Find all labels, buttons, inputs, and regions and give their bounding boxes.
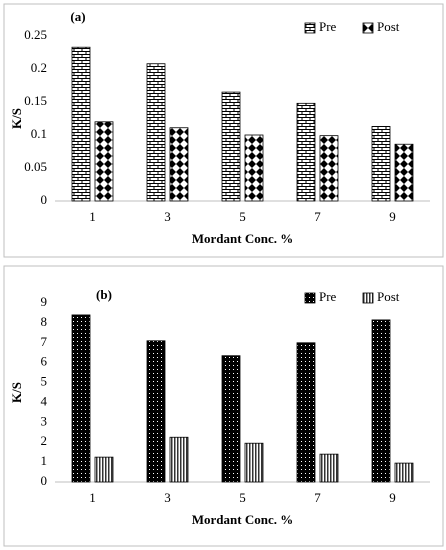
y-axis-label: K/S (9, 108, 24, 129)
y-tick-label: 5 (41, 374, 48, 389)
bar (146, 340, 166, 483)
legend-swatch (362, 22, 374, 34)
bar (94, 121, 114, 202)
bar (244, 134, 264, 202)
bar (394, 143, 414, 202)
y-tick-label: 8 (41, 314, 48, 329)
legend-swatch (362, 292, 374, 304)
x-tick-label: 5 (239, 209, 246, 224)
bar (319, 135, 339, 202)
bar (371, 319, 391, 483)
y-tick-label: 0.05 (24, 159, 47, 174)
bar (371, 126, 391, 202)
y-tick-label: 7 (41, 334, 48, 349)
x-axis-label: Mordant Conc. % (192, 512, 293, 527)
bar (394, 462, 414, 483)
x-tick-label: 9 (389, 209, 396, 224)
x-tick-label: 1 (89, 209, 96, 224)
bar (221, 91, 241, 202)
bar (71, 46, 91, 202)
y-tick-label: 4 (41, 393, 48, 408)
bar (146, 63, 166, 202)
y-tick-label: 0 (41, 192, 48, 207)
legend-swatch (304, 22, 316, 34)
chart-title: (a) (70, 9, 85, 24)
bar (94, 456, 114, 483)
bar (319, 453, 339, 483)
x-axis-label: Mordant Conc. % (192, 231, 293, 246)
y-tick-label: 0.1 (31, 126, 47, 141)
x-tick-label: 7 (314, 209, 321, 224)
y-tick-label: 3 (41, 413, 48, 428)
y-tick-label: 1 (41, 453, 48, 468)
x-tick-label: 9 (389, 490, 396, 505)
bar (221, 355, 241, 483)
x-tick-label: 7 (314, 490, 321, 505)
y-tick-label: 0.2 (31, 60, 47, 75)
y-tick-label: 6 (41, 354, 48, 369)
panel-border (3, 265, 444, 547)
x-tick-label: 1 (89, 490, 96, 505)
legend-label: Post (377, 19, 400, 34)
bar (296, 102, 316, 202)
legend-swatch (304, 292, 316, 304)
y-tick-label: 0.25 (24, 27, 47, 42)
bar (244, 442, 264, 483)
chart-title: (b) (96, 287, 112, 302)
legend-label: Pre (319, 289, 337, 304)
x-tick-label: 5 (239, 490, 246, 505)
y-tick-label: 0 (41, 473, 48, 488)
y-tick-label: 2 (41, 433, 48, 448)
y-axis-label: K/S (9, 382, 24, 403)
legend-label: Pre (319, 19, 337, 34)
bar (296, 342, 316, 483)
y-tick-label: 0.15 (24, 93, 47, 108)
x-tick-label: 3 (164, 490, 171, 505)
legend-label: Post (377, 289, 400, 304)
bar (169, 436, 189, 483)
panel-border (3, 3, 444, 258)
bar (169, 127, 189, 202)
bar (71, 314, 91, 483)
x-tick-label: 3 (164, 209, 171, 224)
y-tick-label: 9 (41, 294, 48, 309)
